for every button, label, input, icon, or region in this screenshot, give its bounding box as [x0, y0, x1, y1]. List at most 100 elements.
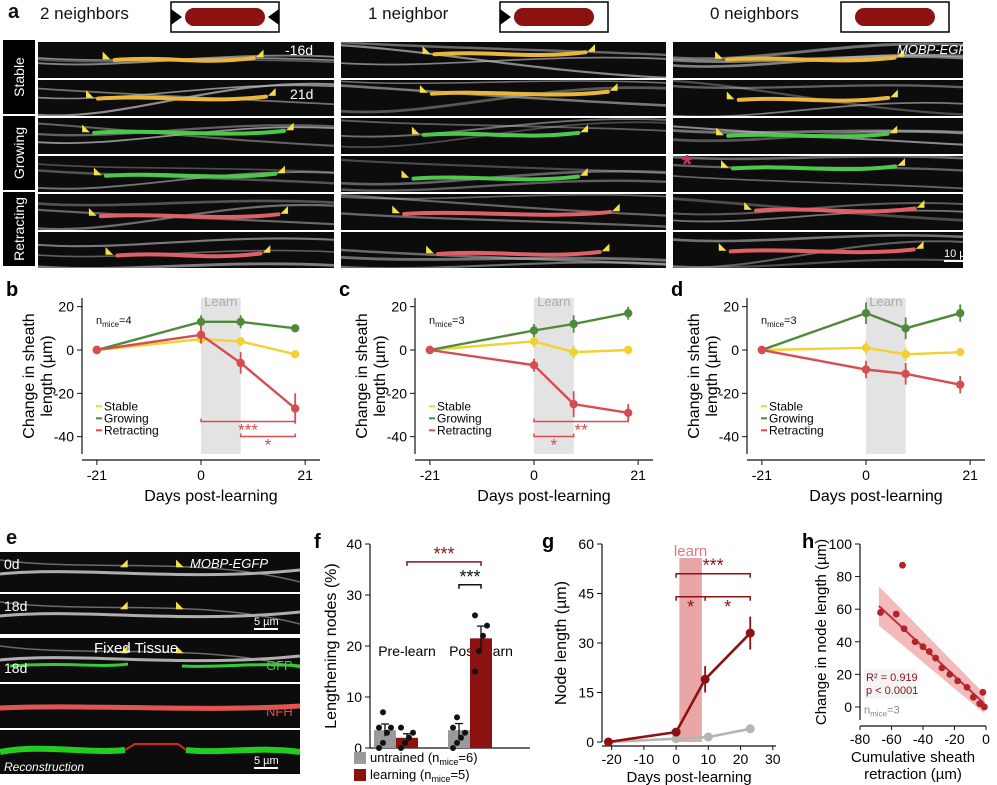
data-point: [932, 654, 939, 662]
data-point: [901, 369, 910, 379]
data-point: [398, 745, 404, 751]
row-label-retracting: Retracting: [3, 192, 35, 266]
live-tissue-title: Live Tissue: [98, 535, 174, 552]
fiber: [38, 163, 334, 174]
data-point: [384, 729, 390, 736]
bar: [470, 638, 492, 748]
arrowhead-marker: ◣: [94, 166, 102, 177]
data-point: [380, 739, 386, 746]
x-tick-label: -20: [944, 731, 964, 747]
fiber: [673, 42, 963, 61]
arrowhead-marker: ◣: [176, 600, 184, 611]
micrograph-tile: ◣ ◢: [673, 42, 963, 78]
learn-label: Learn: [869, 294, 902, 309]
e-day-18d-fixed: 18d: [4, 660, 28, 676]
data-point: [938, 664, 946, 672]
y-axis-label: Change in sheathlength (µm): [686, 313, 721, 438]
micro-e-live-18d: ◢ ◣: [0, 594, 300, 634]
legend-label: Stable: [769, 399, 803, 413]
significance-label: ***: [459, 567, 480, 587]
data-point: [472, 668, 478, 675]
data-point: [472, 612, 478, 619]
panel-e-letter: e: [6, 527, 18, 549]
chart-c: c Learn 20 0 -20 -40 -21 0 21 Days post-learning C…: [339, 279, 653, 505]
fixed-tissue-title: Fixed Tissue: [94, 640, 179, 657]
x-tick-label: 0: [672, 751, 680, 767]
channel-nfh-label: NFH: [266, 704, 293, 719]
sheath: [112, 55, 256, 63]
sheath: [429, 89, 610, 97]
data-point: [624, 308, 633, 318]
significance-bracket: [675, 572, 751, 578]
arrowhead-marker: ◣: [727, 90, 735, 101]
data-point: [380, 709, 386, 716]
legend-label: Retracting: [104, 423, 159, 437]
series-line: [96, 337, 296, 356]
learn-window: [679, 558, 702, 742]
col-title-1-neighbor: 1 neighbor: [368, 4, 449, 23]
data-point: [861, 343, 871, 353]
significance-label: *: [551, 436, 558, 455]
fiber: [341, 42, 666, 57]
asterisk-marker: *: [682, 153, 693, 175]
sheath: [103, 171, 278, 179]
series-line: [429, 340, 629, 354]
arrowhead-marker: ◣: [422, 44, 430, 55]
y-tick-label: 10: [346, 689, 362, 705]
legend-label: Retracting: [437, 423, 492, 437]
micrograph-tile: ◣ ◢: [341, 194, 666, 230]
micrograph-tile: ◣ ◢: [38, 194, 334, 230]
e-day-18d-live: 18d: [4, 598, 28, 614]
x-tick-label: -80: [850, 731, 870, 747]
fiber: [38, 122, 334, 147]
micrograph-tile: ◣ ◢: [341, 42, 666, 78]
arrowhead-marker: ◢: [286, 121, 294, 132]
data-point: [981, 703, 988, 711]
fiber: [341, 56, 666, 66]
y-tick-label: 15: [578, 685, 594, 701]
arrowhead-marker: ◢: [580, 167, 588, 178]
n-mice-label: nmice=3: [864, 704, 900, 718]
row-label-stable: Stable: [3, 40, 35, 114]
data-point: [454, 739, 460, 746]
arrowhead-marker: ◢: [889, 124, 897, 135]
p-value-label: p < 0.0001: [866, 685, 918, 697]
fiber: [38, 126, 334, 144]
arrowhead-marker: ◣: [426, 244, 434, 255]
sheath: [436, 249, 602, 257]
data-point: [398, 724, 404, 731]
y-tick-label: -20: [719, 385, 739, 401]
data-point: [745, 628, 755, 638]
fiber: [673, 209, 963, 223]
sheath: [115, 251, 263, 259]
data-point: [569, 399, 578, 409]
sheath: [98, 212, 281, 220]
panel-letter: h: [802, 531, 814, 553]
x-tick-label: 10: [701, 751, 717, 767]
data-point: [462, 729, 468, 736]
fiber: [673, 175, 963, 190]
arrowhead-marker: ◣: [402, 169, 410, 180]
data-point: [946, 670, 954, 678]
data-point: [892, 610, 900, 618]
significance-label: ***: [238, 421, 258, 440]
sheath: [9, 662, 300, 668]
significance-label: *: [687, 597, 694, 617]
fiber: [341, 261, 666, 268]
learn-label: learn: [674, 543, 707, 560]
micrograph-tile: ◣ ◢: [38, 156, 334, 192]
y-tick-label: 100: [829, 536, 853, 552]
data-point: [454, 714, 460, 721]
data-point: [861, 308, 871, 318]
fiber: [673, 101, 963, 116]
x-axis-label: Cumulative sheath retraction (µm): [851, 749, 975, 783]
fiber: [673, 240, 963, 268]
arrowhead-marker: ◢: [120, 600, 128, 611]
data-point: [569, 319, 578, 329]
fiber: [341, 194, 666, 217]
arrowhead-marker: ◢: [897, 48, 905, 59]
data-point: [450, 724, 456, 731]
legend-label: Retracting: [769, 423, 824, 437]
fiber: [0, 601, 300, 625]
channel-gfp-label: GFP: [266, 658, 293, 673]
